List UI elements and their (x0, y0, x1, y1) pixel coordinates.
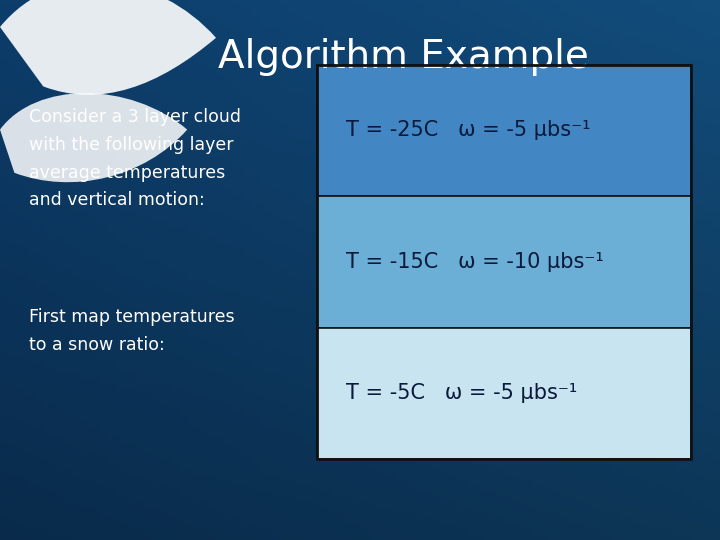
Text: T = -5C   ω = -5 μbs⁻¹: T = -5C ω = -5 μbs⁻¹ (346, 383, 577, 403)
Text: T = -25C   ω = -5 μbs⁻¹: T = -25C ω = -5 μbs⁻¹ (346, 120, 590, 140)
PathPatch shape (0, 93, 187, 182)
Text: First map temperatures
to a snow ratio:: First map temperatures to a snow ratio: (29, 308, 235, 354)
Bar (317, 196, 691, 328)
Text: Consider a 3 layer cloud
with the following layer
average temperatures
and verti: Consider a 3 layer cloud with the follow… (29, 108, 240, 210)
Bar (317, 328, 691, 459)
Text: Algorithm Example: Algorithm Example (217, 38, 589, 76)
Bar (317, 65, 691, 459)
PathPatch shape (0, 0, 216, 95)
Bar (317, 65, 691, 196)
Text: T = -15C   ω = -10 μbs⁻¹: T = -15C ω = -10 μbs⁻¹ (346, 252, 603, 272)
